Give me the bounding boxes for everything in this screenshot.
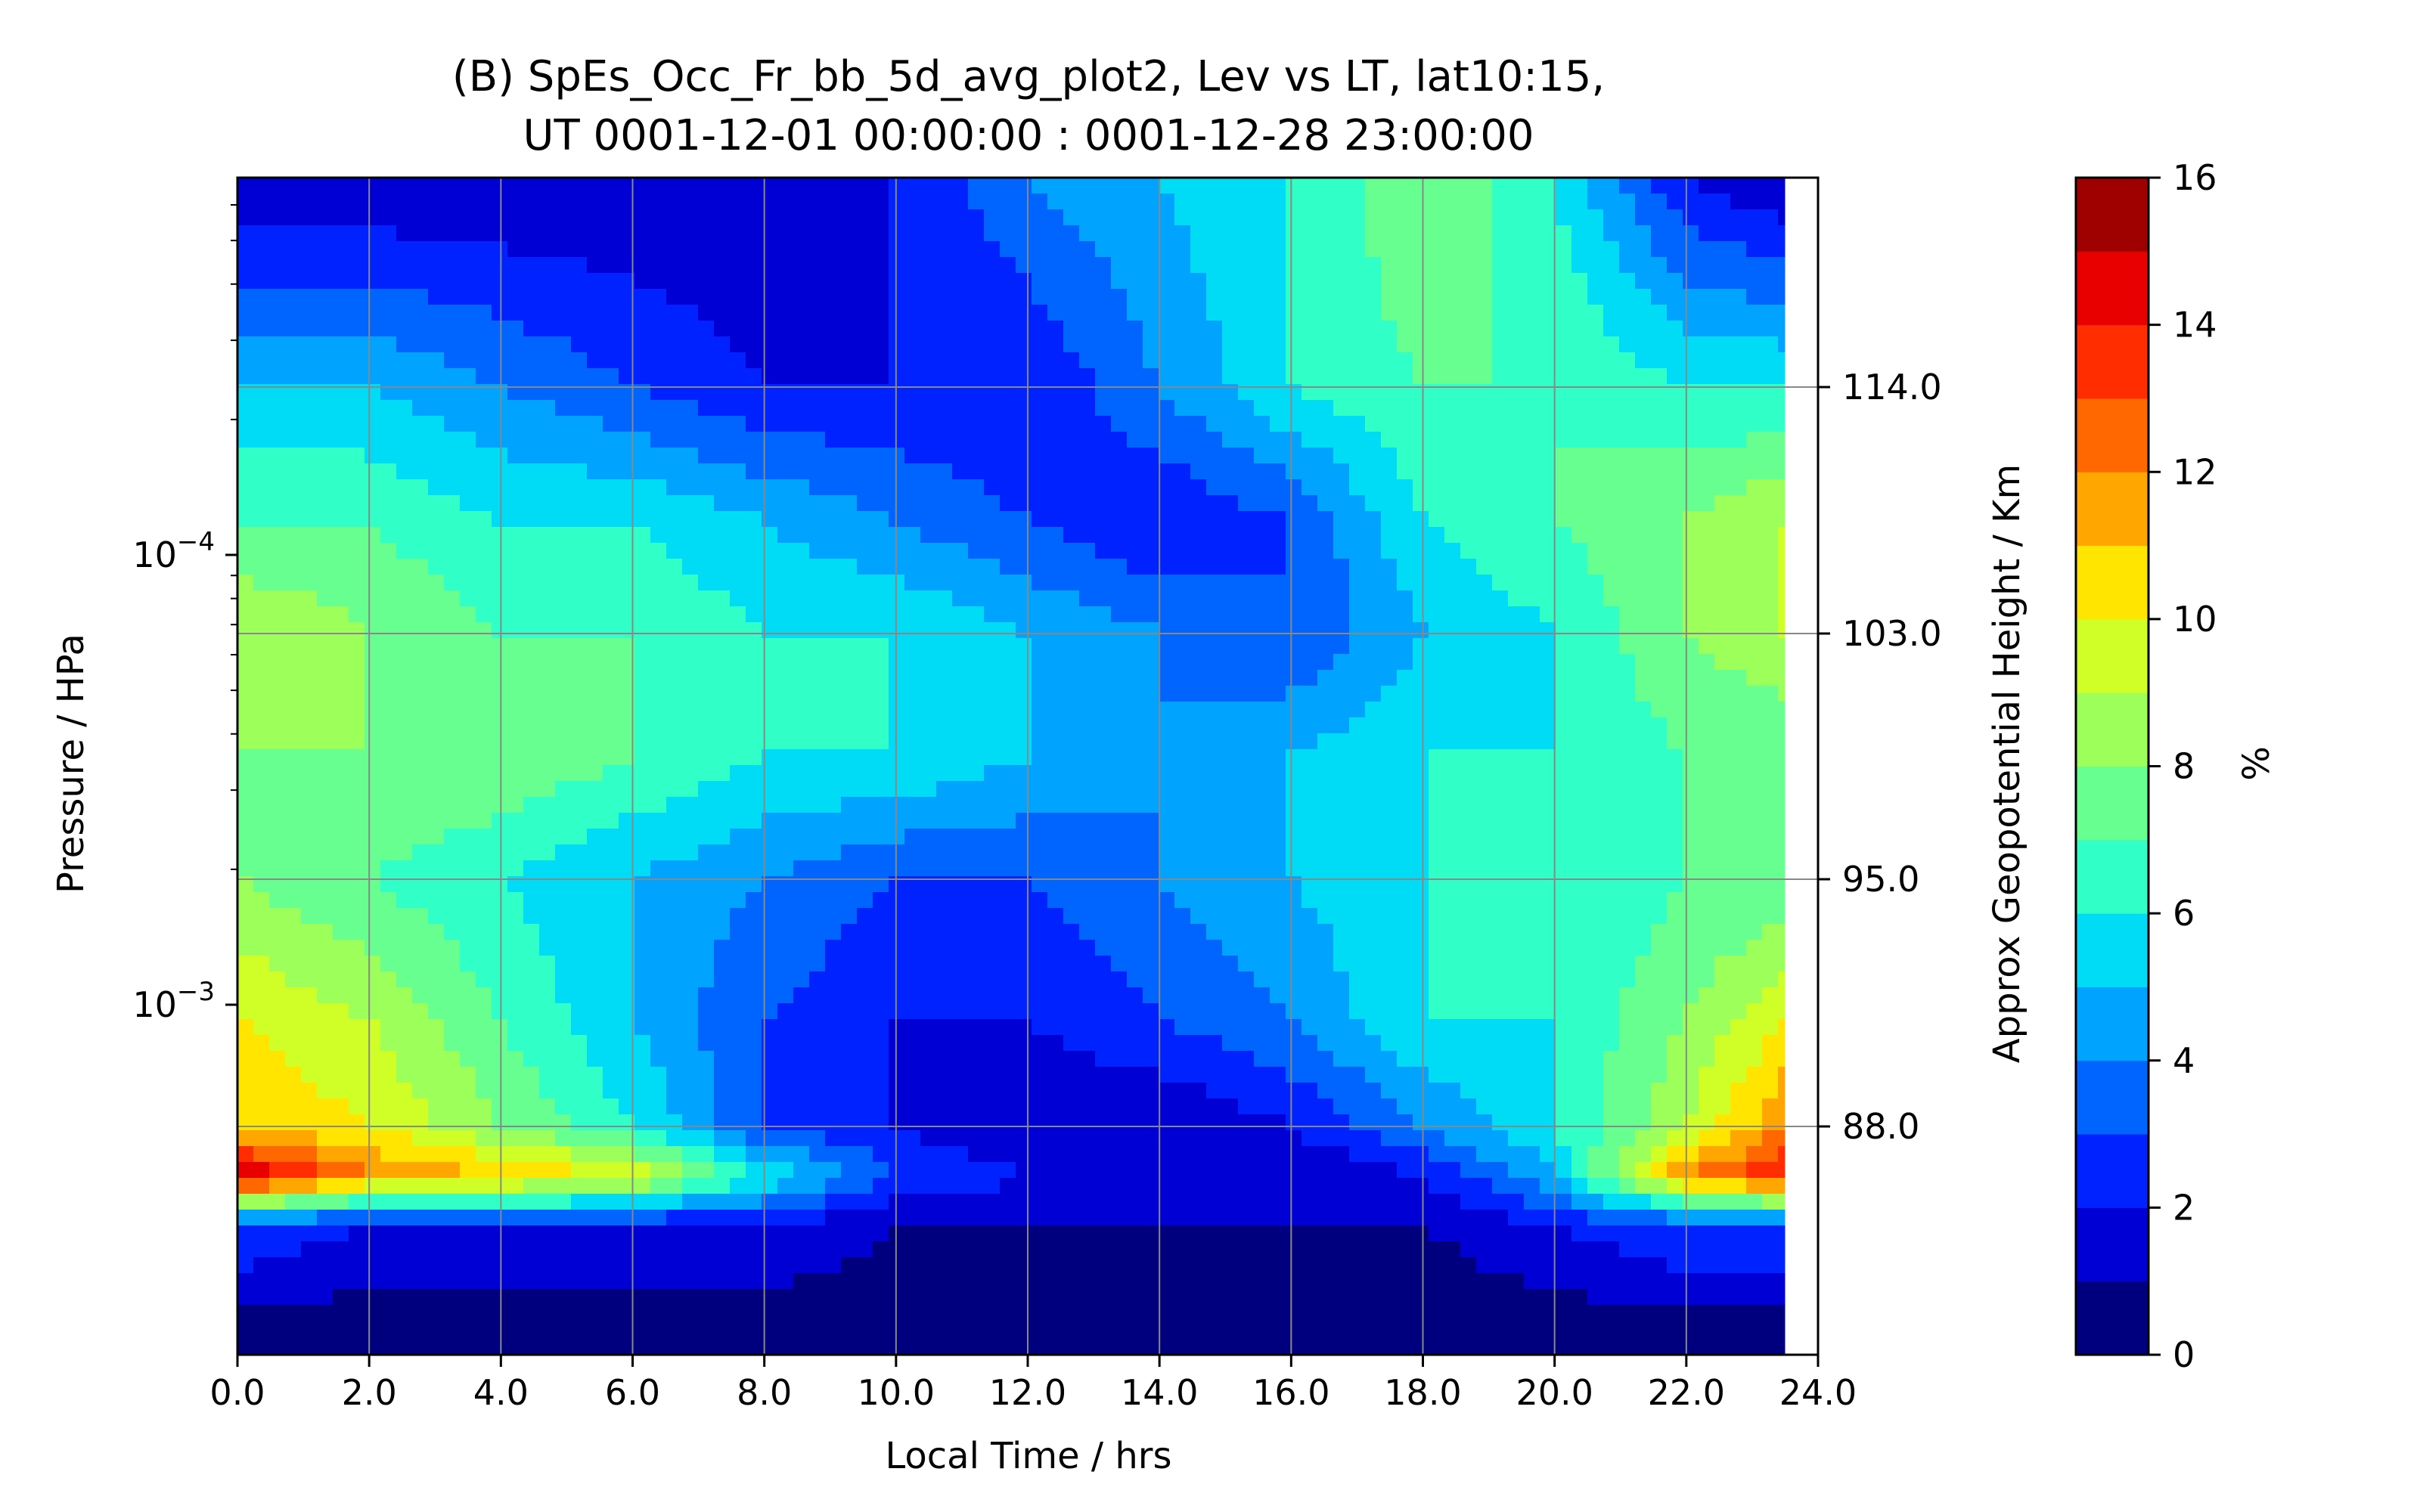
- x-tick-label: 0.0: [209, 1372, 265, 1413]
- colorbar-segment: [2076, 178, 2149, 252]
- right-tick-label: 103.0: [1842, 613, 1942, 654]
- colorbar-tick-label: 2: [2173, 1187, 2195, 1228]
- right-tick-label: 114.0: [1842, 367, 1942, 407]
- colorbar-segment: [2076, 1207, 2149, 1282]
- colorbar-segment: [2076, 618, 2149, 693]
- x-tick-label: 20.0: [1516, 1372, 1593, 1413]
- colorbar-tick-label: 16: [2173, 157, 2217, 198]
- colorbar-tick-label: 10: [2173, 599, 2217, 640]
- colorbar: 16 14 12 10 8 6 4 2 0: [2074, 157, 2217, 1375]
- y-axis-label: Pressure / HPa: [50, 634, 92, 894]
- x-tick-label: 22.0: [1648, 1372, 1725, 1413]
- colorbar-segment: [2076, 987, 2149, 1061]
- colorbar-segment: [2076, 324, 2149, 399]
- colorbar-tick-label: 0: [2173, 1334, 2195, 1375]
- x-tick-label: 16.0: [1252, 1372, 1329, 1413]
- x-tick-label: 10.0: [858, 1372, 935, 1413]
- right-tick-label: 88.0: [1842, 1106, 1919, 1147]
- colorbar-segment: [2076, 251, 2149, 326]
- x-tick-label: 14.0: [1121, 1372, 1198, 1413]
- x-tick-label: 18.0: [1384, 1372, 1461, 1413]
- colorbar-segment: [2076, 472, 2149, 547]
- x-tick-label: 24.0: [1779, 1372, 1857, 1413]
- colorbar-label: %: [2235, 746, 2278, 781]
- colorbar-segment: [2076, 839, 2149, 914]
- x-tick-label: 12.0: [989, 1372, 1066, 1413]
- colorbar-segment: [2076, 1060, 2149, 1135]
- y-tick-label: 10−4: [132, 527, 215, 575]
- x-tick-label: 8.0: [737, 1372, 792, 1413]
- colorbar-segment: [2076, 766, 2149, 841]
- y-axis-right: 114.0 103.0 95.0 88.0: [1818, 367, 1942, 1147]
- x-tick-label: 2.0: [342, 1372, 397, 1413]
- x-tick-label: 4.0: [473, 1372, 529, 1413]
- contour-fill: [237, 178, 1786, 1355]
- y-axis: 10−4 10−3: [132, 204, 237, 1025]
- colorbar-tick-label: 6: [2173, 893, 2195, 934]
- y-axis-right-label: Approx Geopotential Height / Km: [1986, 464, 2028, 1063]
- colorbar-tick-label: 8: [2173, 746, 2195, 787]
- x-tick-label: 6.0: [605, 1372, 660, 1413]
- y-tick-label: 10−3: [132, 977, 215, 1025]
- x-axis-label: Local Time / hrs: [886, 1435, 1172, 1477]
- colorbar-tick-label: 14: [2173, 305, 2217, 345]
- x-axis: 0.0 2.0 4.0 6.0 8.0 10.0 12.0 14.0 16.0 18.0 20.0 2…: [209, 1355, 1857, 1413]
- colorbar-tick-label: 4: [2173, 1040, 2195, 1081]
- colorbar-segment: [2076, 692, 2149, 767]
- colorbar-segment: [2076, 398, 2149, 472]
- right-tick-label: 95.0: [1842, 859, 1919, 900]
- plot-area: [236, 176, 1820, 1356]
- colorbar-segment: [2076, 913, 2149, 987]
- chart-title-line-2: UT 0001-12-01 00:00:00 : 0001-12-28 23:0…: [523, 111, 1534, 160]
- colorbar-segment: [2076, 1281, 2149, 1356]
- colorbar-segment: [2076, 1134, 2149, 1208]
- colorbar-tick-label: 12: [2173, 451, 2217, 492]
- colorbar-segment: [2076, 545, 2149, 620]
- chart-title-line-1: (B) SpEs_Occ_Fr_bb_5d_avg_plot2, Lev vs …: [452, 52, 1605, 101]
